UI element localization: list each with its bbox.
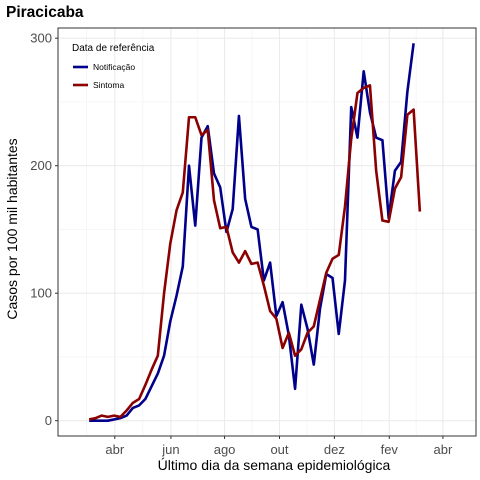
series-line-notificacao [89, 43, 415, 423]
legend: Data de referência Notificação Sintoma [72, 43, 155, 90]
chart-title: Piracicaba [6, 4, 84, 21]
x-tick-label: dez [324, 442, 345, 457]
plot-frame [57, 27, 477, 437]
x-tick-label: out [270, 442, 288, 457]
x-tick-label: ago [214, 442, 236, 457]
plot-border [57, 27, 477, 437]
legend-title: Data de referência [72, 43, 155, 54]
tick-labels: 0 100 200 300 abr jun ago out dez fev abr [30, 31, 453, 457]
legend-label-notificacao: Notificação [93, 62, 135, 72]
y-tick-label: 0 [45, 413, 52, 428]
x-tick-label: fev [381, 442, 399, 457]
series-layer [88, 43, 422, 423]
x-tick-label: abr [434, 442, 453, 457]
x-tick-label: abr [105, 442, 124, 457]
series-line-sintoma [88, 84, 422, 421]
x-tick-label: jun [161, 442, 179, 457]
x-axis-title: Último dia da semana epidemiológica [158, 457, 391, 473]
y-tick-label: 100 [30, 286, 52, 301]
y-tick-label: 200 [30, 158, 52, 173]
legend-label-sintoma: Sintoma [93, 80, 124, 90]
y-tick-label: 300 [30, 31, 52, 46]
y-axis-title: Casos por 100 mil habitantes [4, 138, 20, 319]
